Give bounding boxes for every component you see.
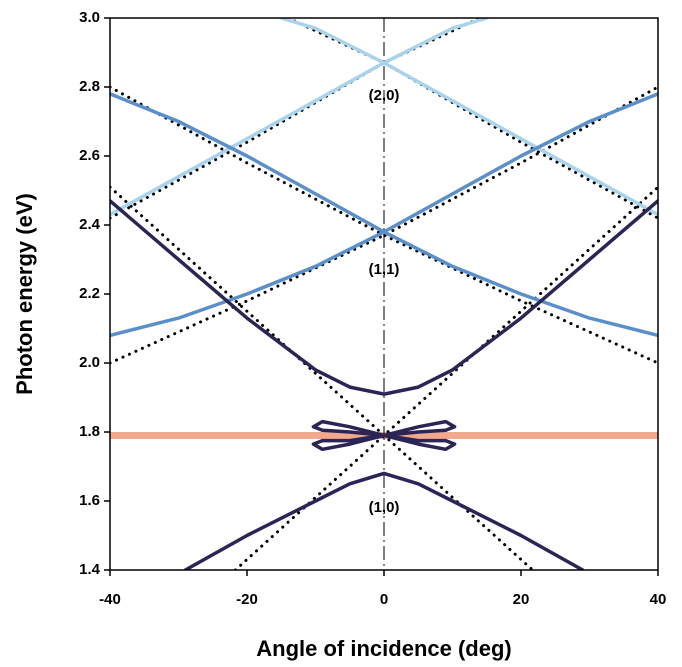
x-tick-label: 40 [650, 591, 667, 608]
curve [279, 18, 658, 217]
curve [110, 185, 535, 570]
x-tick-label: 0 [380, 591, 388, 608]
y-tick-label: 2.8 [79, 78, 100, 95]
y-axis-label: Photon energy (eV) [12, 193, 37, 395]
curve [110, 92, 658, 338]
annotation: (1,0) [369, 499, 400, 516]
curve [110, 199, 658, 396]
y-tick-label: 1.4 [79, 561, 101, 578]
curve [110, 85, 658, 365]
y-tick-label: 2.0 [79, 354, 100, 371]
curve [183, 471, 585, 570]
y-tick-label: 2.6 [79, 147, 100, 164]
x-tick-label: -20 [236, 591, 258, 608]
y-tick-label: 1.8 [79, 423, 100, 440]
y-tick-label: 1.6 [79, 492, 100, 509]
y-tick-label: 2.4 [79, 216, 101, 233]
annotation: (2,0) [369, 87, 400, 104]
y-tick-label: 3.0 [79, 9, 100, 26]
curve [311, 433, 457, 452]
x-tick-label: 20 [513, 591, 530, 608]
x-tick-label: -40 [99, 591, 121, 608]
y-tick-label: 2.2 [79, 285, 100, 302]
curve [110, 85, 658, 365]
curve [233, 185, 658, 570]
annotation: (1,1) [369, 261, 400, 278]
curve [110, 18, 489, 217]
x-axis-label: Angle of incidence (deg) [256, 636, 511, 661]
